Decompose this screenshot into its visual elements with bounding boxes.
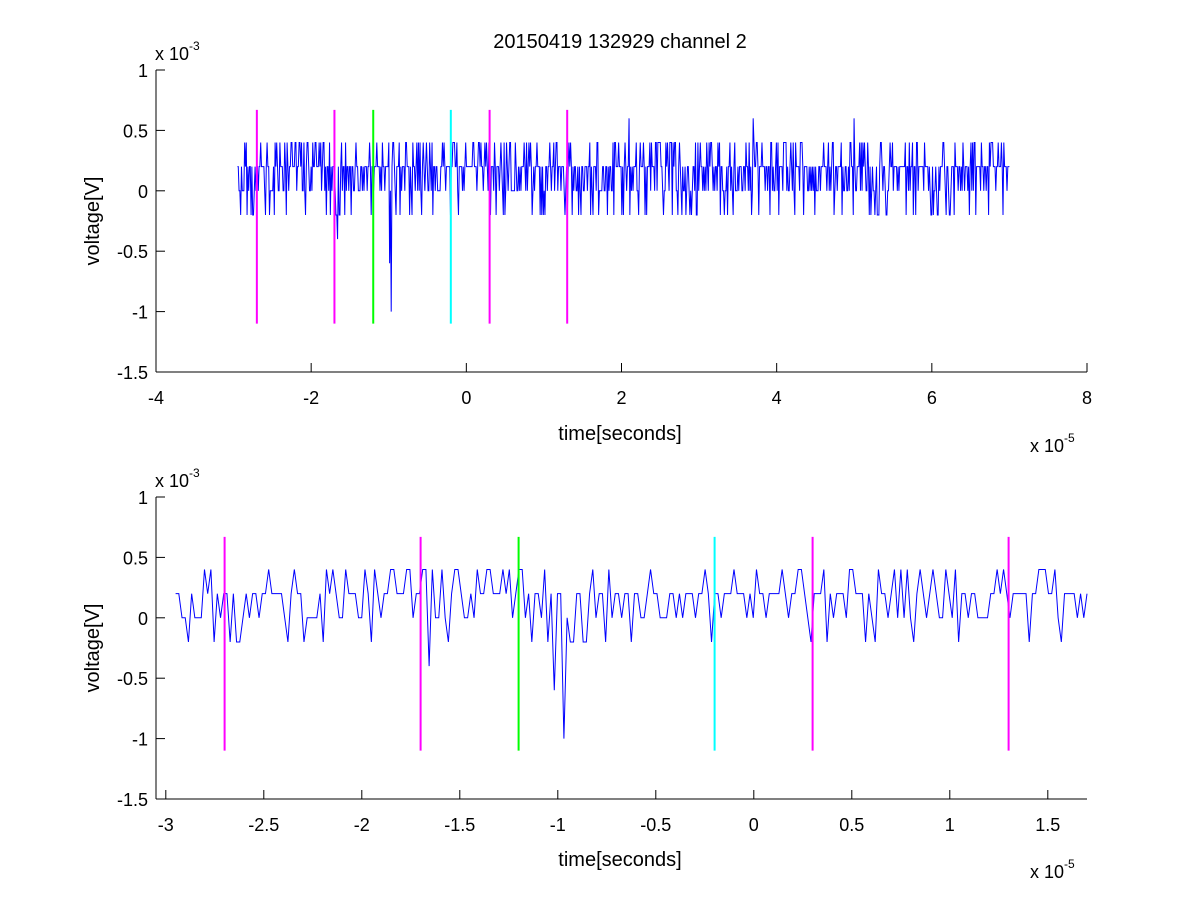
bottom-plot-voltage-trace <box>175 568 1088 739</box>
top-plot: -4 -2 0 2 4 6 8 -1.5 -1 -0.5 0 0.5 1 time[seconds] v… <box>82 39 1092 456</box>
bottom-plot-y-exponent: x 10-3 <box>155 466 200 491</box>
bottom-plot-y-exponent-base: x 10 <box>155 471 189 491</box>
top-plot-x-tick-label: 0 <box>461 388 471 408</box>
bottom-plot-x-tick-label: -1 <box>550 815 566 835</box>
top-plot-y-tick-label: -1.5 <box>117 363 148 383</box>
top-plot-y-tick-label: 0 <box>138 182 148 202</box>
top-plot-y-exponent-power: -3 <box>189 39 200 53</box>
bottom-plot-axes <box>155 497 1087 800</box>
top-plot-axes <box>155 70 1087 373</box>
top-plot-markers <box>255 109 569 324</box>
chart-title: 20150419 132929 channel 2 <box>493 31 747 53</box>
bottom-plot-x-tick-label: 0.5 <box>839 815 864 835</box>
top-plot-y-tick-label: 1 <box>138 61 148 81</box>
bottom-plot-x-tick-label: -1.5 <box>444 815 475 835</box>
bottom-plot-ticks: -3 -2.5 -2 -1.5 -1 -0.5 0 0.5 1 1.5 -1.5 -1 -0.5 0 0.5… <box>117 488 1060 835</box>
top-plot-x-exponent-base: x 10 <box>1030 436 1064 456</box>
top-plot-x-exponent-power: -5 <box>1064 431 1075 445</box>
bottom-plot-traces <box>175 568 1088 739</box>
bottom-plot-x-tick-label: 1.5 <box>1035 815 1060 835</box>
top-plot-y-tick-label: -1 <box>132 303 148 323</box>
bottom-plot-x-tick-label: -2.5 <box>248 815 279 835</box>
bottom-plot-x-tick-label: -0.5 <box>640 815 671 835</box>
top-plot-x-tick-label: 2 <box>616 388 626 408</box>
bottom-plot-y-exponent-power: -3 <box>189 466 200 480</box>
bottom-plot-y-tick-label: -1.5 <box>117 790 148 810</box>
bottom-plot-x-exponent-power: -5 <box>1064 857 1075 871</box>
bottom-plot-y-tick-label: -0.5 <box>117 669 148 689</box>
top-plot-x-tick-label: 6 <box>927 388 937 408</box>
bottom-plot-y-tick-label: 0.5 <box>123 548 148 568</box>
top-plot-x-tick-label: 8 <box>1082 388 1092 408</box>
bottom-plot-ylabel: voltage[V] <box>82 604 104 693</box>
bottom-plot-x-tick-label: -2 <box>354 815 370 835</box>
top-plot-y-tick-label: -0.5 <box>117 242 148 262</box>
top-plot-xlabel: time[seconds] <box>558 423 681 445</box>
bottom-plot: -3 -2.5 -2 -1.5 -1 -0.5 0 0.5 1 1.5 -1.5 -1 -0.5 0 0.5… <box>82 466 1088 882</box>
bottom-plot-y-tick-label: -1 <box>132 730 148 750</box>
top-plot-ticks: -4 -2 0 2 4 6 8 -1.5 -1 -0.5 0 0.5 1 <box>117 61 1092 408</box>
bottom-plot-x-exponent-base: x 10 <box>1030 862 1064 882</box>
bottom-plot-x-tick-label: 0 <box>749 815 759 835</box>
bottom-plot-xlabel: time[seconds] <box>558 849 681 871</box>
top-plot-ylabel: voltage[V] <box>82 177 104 266</box>
top-plot-x-exponent: x 10-5 <box>1030 431 1075 456</box>
top-plot-traces <box>237 118 1010 312</box>
top-plot-x-tick-label: -4 <box>148 388 164 408</box>
bottom-plot-markers <box>223 536 1010 751</box>
top-plot-y-tick-label: 0.5 <box>123 121 148 141</box>
top-plot-voltage-trace <box>237 118 1010 312</box>
bottom-plot-x-exponent: x 10-5 <box>1030 857 1075 882</box>
top-plot-x-tick-label: 4 <box>772 388 782 408</box>
bottom-plot-y-tick-label: 0 <box>138 609 148 629</box>
top-plot-x-tick-label: -2 <box>303 388 319 408</box>
bottom-plot-y-tick-label: 1 <box>138 488 148 508</box>
top-plot-y-exponent: x 10-3 <box>155 39 200 64</box>
top-plot-y-exponent-base: x 10 <box>155 44 189 64</box>
bottom-plot-x-tick-label: 1 <box>945 815 955 835</box>
bottom-plot-x-tick-label: -3 <box>158 815 174 835</box>
